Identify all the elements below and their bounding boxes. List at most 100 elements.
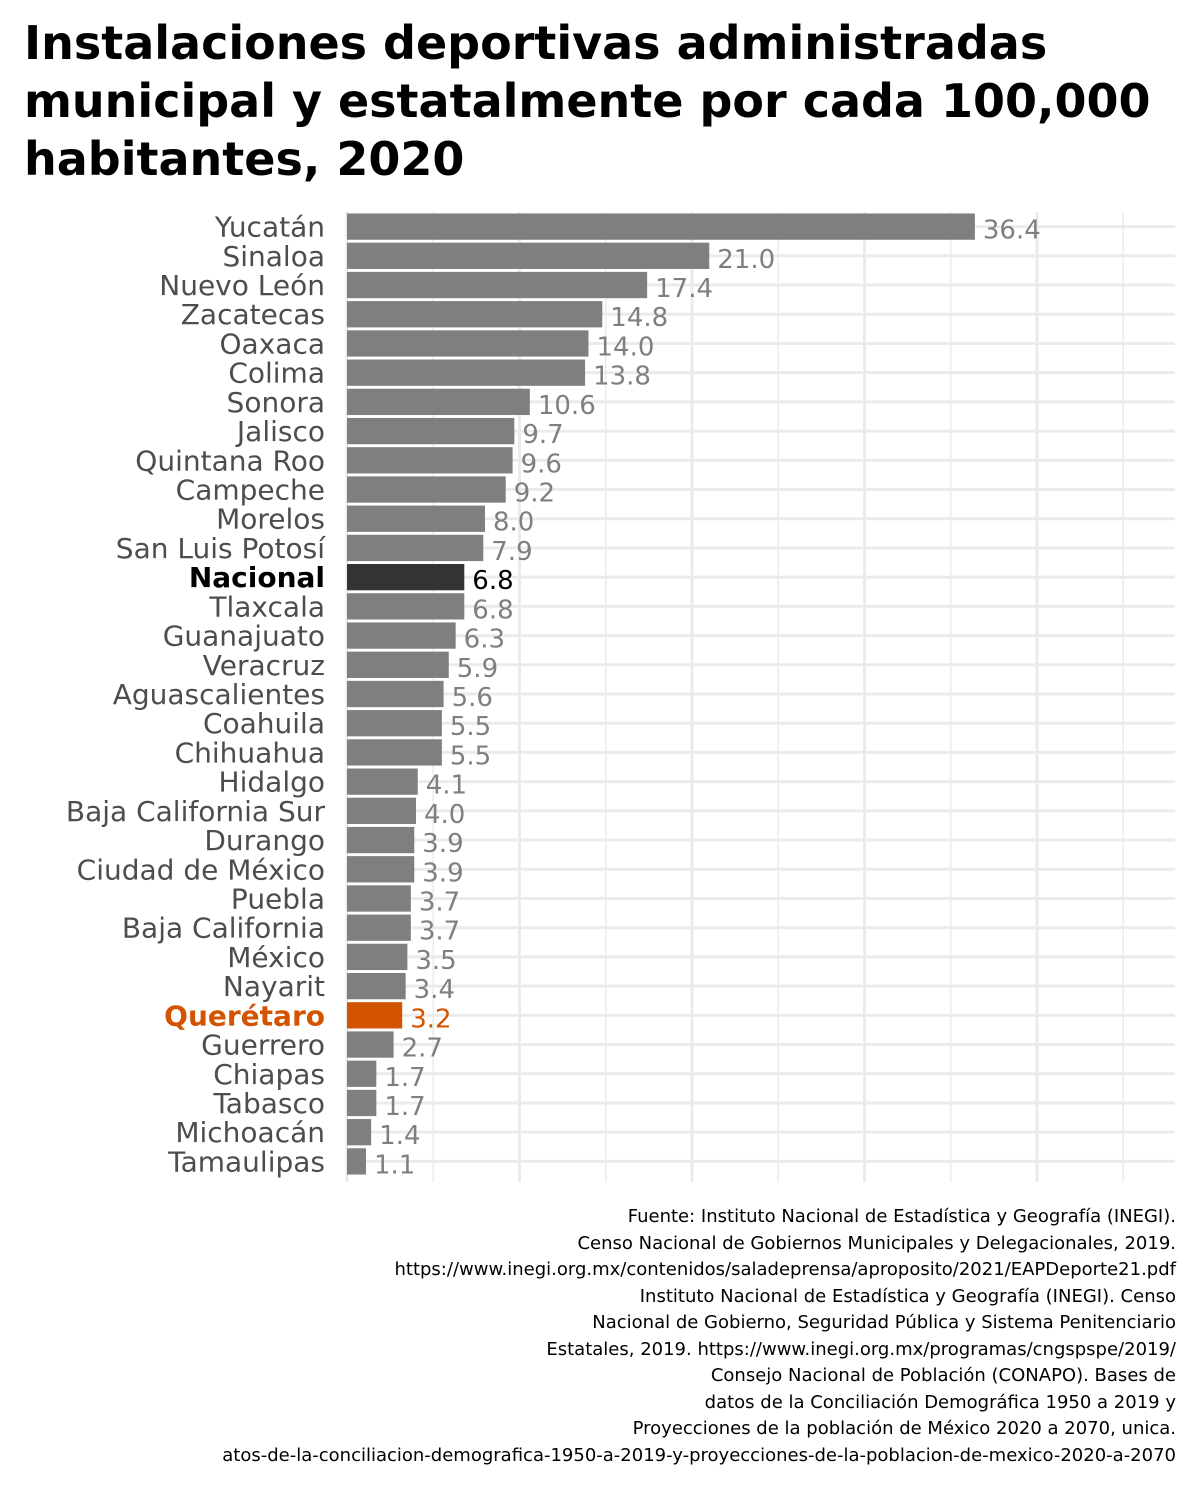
value-labels: 36.4 21.017.414.814.013.810.69.79.69.28.0… — [374, 216, 1041, 1181]
category-label: Baja California Sur — [66, 795, 326, 828]
data-label: 9.7 — [522, 420, 563, 450]
source-line: atos-de-la-conciliacion-demografica-1950… — [222, 1444, 1176, 1466]
category-label: México — [227, 941, 325, 974]
category-label: Guerrero — [201, 1029, 325, 1062]
bar — [347, 593, 465, 620]
bar — [347, 914, 411, 941]
bar — [347, 885, 411, 912]
bar — [347, 739, 442, 766]
source-line: Fuente: Instituto Nacional de Estadístic… — [627, 1206, 1176, 1227]
data-label: 3.9 — [422, 829, 463, 859]
category-label: Sonora — [227, 386, 325, 419]
category-label: Coahuila — [203, 707, 325, 740]
source-line: Proyecciones de la población de México 2… — [632, 1418, 1176, 1439]
data-label: 3.7 — [419, 917, 460, 947]
bar — [347, 622, 456, 649]
source-line: Instituto Nacional de Estadística y Geog… — [639, 1285, 1176, 1307]
category-label: Hidalgo — [219, 766, 325, 799]
category-label: Durango — [204, 824, 325, 857]
bar — [347, 1119, 372, 1146]
bar — [347, 651, 449, 678]
source-line: Censo Nacional de Gobiernos Municipales … — [577, 1232, 1176, 1254]
bar — [347, 476, 506, 503]
data-label: 36.4 — [983, 216, 1041, 246]
bar — [347, 826, 415, 854]
data-label: 5.5 — [450, 741, 491, 771]
bar — [347, 1148, 366, 1175]
data-label: 6.8 — [472, 595, 513, 625]
data-label: 9.2 — [514, 479, 555, 509]
data-label: 14.8 — [610, 303, 668, 333]
bar — [347, 1089, 377, 1117]
bar — [347, 710, 442, 737]
category-label: Nayarit — [223, 970, 325, 1003]
bar — [347, 680, 444, 708]
category-label: Baja California — [122, 912, 325, 945]
bar — [347, 301, 603, 328]
category-label: Tlaxcala — [208, 590, 325, 623]
category-label: Campeche — [176, 474, 325, 507]
data-label: 5.6 — [452, 683, 493, 713]
data-label: 6.3 — [464, 625, 505, 655]
source-line: Estatales, 2019. https://www.inegi.org.m… — [546, 1338, 1176, 1360]
category-label: Quintana Roo — [135, 444, 325, 477]
bar — [347, 972, 406, 1000]
bar — [347, 388, 530, 416]
category-label: Zacatecas — [181, 298, 325, 331]
category-label: Veracruz — [203, 649, 325, 682]
category-label: Chihuahua — [175, 736, 325, 769]
source-line: Nacional de Gobierno, Seguridad Pública … — [592, 1312, 1176, 1333]
data-label: 2.7 — [402, 1034, 443, 1064]
bar — [347, 271, 648, 299]
category-label: Michoacán — [175, 1116, 325, 1149]
bar — [347, 213, 975, 240]
data-label: 5.9 — [457, 654, 498, 684]
data-label: 3.4 — [414, 975, 455, 1005]
chart-title: Instalaciones deportivas administradas m… — [24, 16, 1151, 186]
data-label: 14.0 — [597, 332, 655, 362]
bar — [347, 417, 515, 445]
bar — [347, 768, 418, 795]
data-label: 4.1 — [426, 771, 467, 801]
bars — [347, 213, 975, 1175]
category-label: Tabasco — [212, 1087, 325, 1120]
bar — [347, 797, 416, 824]
bar — [347, 1031, 394, 1058]
data-label: 4.0 — [424, 800, 465, 830]
source-line: datos de la Conciliación Demográfica 195… — [704, 1391, 1176, 1413]
category-label: Tamaulipas — [167, 1145, 325, 1178]
category-label: Chiapas — [213, 1058, 325, 1091]
data-label: 3.5 — [415, 946, 456, 976]
category-label: San Luis Potosí — [116, 532, 326, 565]
data-label: 10.6 — [538, 391, 596, 421]
category-label: Nacional — [189, 561, 325, 594]
category-label: Jalisco — [235, 415, 325, 448]
category-label: Morelos — [216, 503, 325, 536]
data-label: 3.7 — [419, 887, 460, 917]
data-label: 8.0 — [493, 508, 534, 538]
data-label: 1.4 — [379, 1121, 420, 1151]
bar — [347, 1002, 403, 1029]
bar — [347, 856, 415, 883]
category-label: Querétaro — [164, 999, 325, 1032]
category-label: Ciudad de México — [77, 853, 325, 886]
data-label: 13.8 — [593, 362, 651, 392]
source-line: Consejo Nacional de Población (CONAPO). … — [710, 1365, 1176, 1386]
data-label: 5.5 — [450, 712, 491, 742]
bar — [347, 534, 484, 562]
category-label: Yucatán — [214, 211, 325, 244]
data-label: 1.1 — [374, 1150, 415, 1180]
bar — [347, 359, 586, 386]
category-label: Oaxaca — [220, 327, 325, 360]
category-label: Puebla — [231, 882, 325, 915]
data-label: 3.2 — [410, 1004, 451, 1034]
bar — [347, 330, 589, 357]
bar — [347, 242, 710, 269]
bar — [347, 564, 465, 591]
source-note: Fuente: Instituto Nacional de Estadístic… — [0, 1204, 1176, 1469]
data-label: 17.4 — [655, 274, 713, 304]
bar — [347, 447, 513, 474]
source-line: https://www.inegi.org.mx/contenidos/sala… — [394, 1259, 1176, 1280]
